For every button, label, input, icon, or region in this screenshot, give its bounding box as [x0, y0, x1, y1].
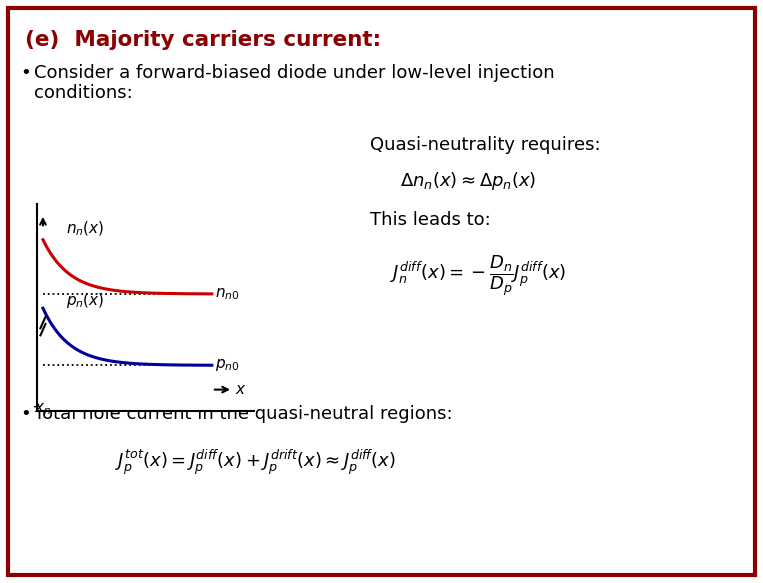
Text: This leads to:: This leads to: [370, 211, 491, 229]
Text: $n_{n0}$: $n_{n0}$ [215, 286, 240, 302]
Text: $x$: $x$ [235, 382, 246, 397]
Text: $\Delta n_n(x) \approx \Delta p_n(x)$: $\Delta n_n(x) \approx \Delta p_n(x)$ [400, 170, 536, 192]
FancyBboxPatch shape [8, 8, 755, 575]
Text: (e)  Majority carriers current:: (e) Majority carriers current: [25, 30, 382, 50]
Text: $n_n(x)$: $n_n(x)$ [66, 220, 105, 238]
Text: $x_n$: $x_n$ [34, 401, 52, 417]
Text: $J_n^{diff}(x) = -\dfrac{D_n}{D_p} J_p^{diff}(x)$: $J_n^{diff}(x) = -\dfrac{D_n}{D_p} J_p^{… [390, 253, 566, 298]
Text: conditions:: conditions: [34, 84, 133, 102]
Text: $J_p^{tot}(x) = J_p^{diff}(x) + J_p^{drift}(x) \approx J_p^{diff}(x)$: $J_p^{tot}(x) = J_p^{diff}(x) + J_p^{dri… [115, 448, 396, 477]
Text: •: • [20, 64, 31, 82]
Text: $p_n(x)$: $p_n(x)$ [66, 291, 105, 310]
Text: •: • [20, 405, 31, 423]
Text: Total hole current in the quasi-neutral regions:: Total hole current in the quasi-neutral … [34, 405, 452, 423]
Text: Quasi-neutrality requires:: Quasi-neutrality requires: [370, 136, 600, 154]
Text: Consider a forward-biased diode under low-level injection: Consider a forward-biased diode under lo… [34, 64, 555, 82]
Text: $p_{n0}$: $p_{n0}$ [215, 357, 240, 373]
